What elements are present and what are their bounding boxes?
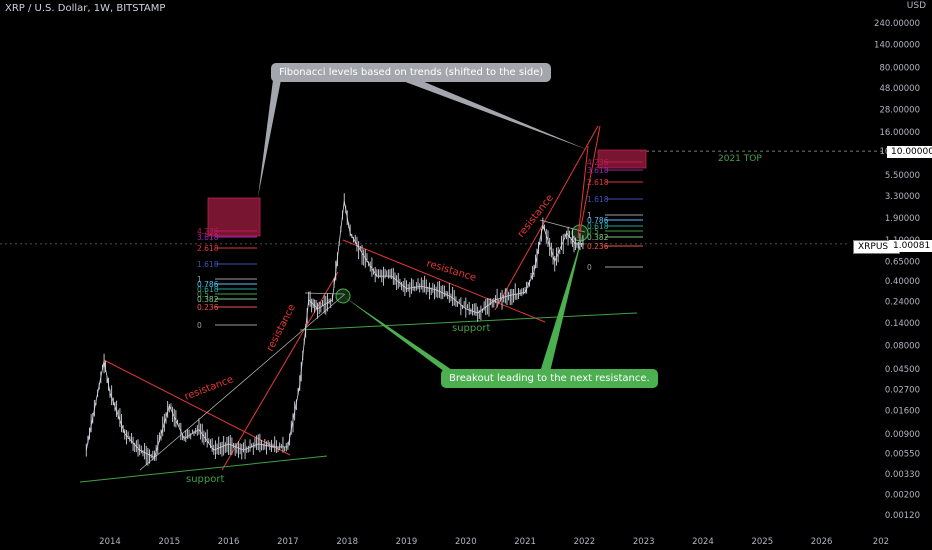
x-tick-label: 2020 xyxy=(455,537,477,547)
y-axis: 240.00000 140.00000 80.00000 48.00000 28.000… xyxy=(874,19,920,521)
x-tick-label: 2019 xyxy=(396,537,418,547)
y-tick-label: 0.00550 xyxy=(885,450,920,460)
symbol-header: XRP / U.S. Dollar, 1W, BITSTAMP xyxy=(5,3,166,14)
y-tick-label: 0.00120 xyxy=(885,511,920,521)
x-tick-label: 2025 xyxy=(751,537,773,547)
support-label-2: support xyxy=(452,323,490,334)
fib-level-label: 0.236 xyxy=(197,303,219,312)
fib-level-label: 1.618 xyxy=(587,195,609,204)
top-label: 2021 TOP xyxy=(718,154,762,164)
grid xyxy=(0,150,885,245)
fib-target-box xyxy=(207,197,261,237)
resistance-line-1 xyxy=(103,359,291,456)
price-line xyxy=(85,200,585,459)
resistance-label-3: resistance xyxy=(425,258,477,284)
x-tick-label: 2016 xyxy=(218,537,240,547)
y-tick-label: 0.14000 xyxy=(885,319,920,329)
candles xyxy=(85,193,585,466)
channel-line-2 xyxy=(539,219,586,233)
y-tick-label: 0.65000 xyxy=(885,257,920,267)
breakout-callout: Breakout leading to the next resistance. xyxy=(441,369,658,388)
support-line-1 xyxy=(79,455,328,483)
fib-level-label: 0.236 xyxy=(587,242,609,251)
projection-line-2 xyxy=(579,125,601,233)
x-tick-label: 2018 xyxy=(336,537,358,547)
fib-level-label: 0.786 xyxy=(197,280,219,289)
fib-level-label: 0.382 xyxy=(587,233,609,242)
current-price-tag: 1.00081 xyxy=(889,240,932,252)
channel-line-1 xyxy=(139,293,346,471)
breakout-pointer-1 xyxy=(343,296,455,372)
fib-level-label: 0.5 xyxy=(197,290,209,299)
x-tick-label: 2024 xyxy=(692,537,714,547)
top-price-tag: 10.00000 xyxy=(887,146,932,158)
y-tick-label: 0.01600 xyxy=(885,407,920,417)
y-tick-label: 240.00000 xyxy=(874,19,920,29)
fib-level-label: 4.236 xyxy=(587,158,609,167)
x-tick-label: 2022 xyxy=(574,537,596,547)
breakout-pointer-2 xyxy=(540,234,583,372)
resistance-label-2: resistance xyxy=(265,303,298,354)
y-tick-label: 16.00000 xyxy=(879,128,920,138)
y-tick-label: 0.08000 xyxy=(885,342,920,352)
y-tick-label: 0.00900 xyxy=(885,430,920,440)
fib-set-right: 4.2363.6182.6181.61810.7860.6180.50.3820… xyxy=(587,149,647,272)
y-tick-label: 0.00330 xyxy=(885,470,920,480)
y-tick-label: 0.24000 xyxy=(885,297,920,307)
fib-level-label: 3.618 xyxy=(197,233,219,242)
current-symbol-tag: XRPUSD xyxy=(853,240,901,254)
fib-callout: Fibonacci levels based on trends (shifte… xyxy=(271,63,552,82)
fib-level-label: 0.382 xyxy=(197,295,219,304)
y-tick-label: 0.02700 xyxy=(885,386,920,396)
fib-level-label: 2.618 xyxy=(197,244,219,253)
trendlines xyxy=(79,76,638,483)
x-tick-label: 2026 xyxy=(811,537,833,547)
fib-level-label: 0.618 xyxy=(197,285,219,294)
x-tick-label: 2014 xyxy=(99,537,121,547)
resistance-line-3 xyxy=(342,239,546,323)
resistance-label-4: resistance xyxy=(516,193,556,240)
fib-level-label: 0 xyxy=(197,321,202,330)
fib-level-label: 1.618 xyxy=(197,260,219,269)
x-tick-label: 2017 xyxy=(277,537,299,547)
y-tick-label: 3.30000 xyxy=(885,192,920,202)
fib-level-label: 1 xyxy=(197,275,202,284)
fib-level-label: 1 xyxy=(587,211,592,220)
y-tick-label: 28.00000 xyxy=(879,106,920,116)
y-tick-label: 48.00000 xyxy=(879,84,920,94)
fib-level-label: 0.618 xyxy=(587,222,609,231)
fib-level-label: 3.618 xyxy=(587,166,609,175)
y-tick-label: 0.04500 xyxy=(885,365,920,375)
channel-line-3 xyxy=(304,292,345,295)
fib-level-label: 2.618 xyxy=(587,178,609,187)
fib-target-box xyxy=(597,149,647,169)
x-tick-label: 202 xyxy=(873,537,889,547)
y-tick-label: 0.00200 xyxy=(885,490,920,500)
x-tick-label: 2015 xyxy=(158,537,180,547)
y-tick-label: 5.50000 xyxy=(885,171,920,181)
fib-level-label: 0 xyxy=(587,263,592,272)
y-tick-label: 0.40000 xyxy=(885,277,920,287)
y-tick-label: 80.00000 xyxy=(879,63,920,73)
support-label-1: support xyxy=(186,474,224,485)
support-line-2 xyxy=(299,312,638,331)
y-tick-label: 1.90000 xyxy=(885,214,920,224)
resistance-label-1: resistance xyxy=(183,374,235,403)
fib-set-left: 4.2363.6182.6181.61810.7860.6180.50.3820… xyxy=(197,197,261,330)
resistance-line-2 xyxy=(221,271,339,471)
fib-level-label: 4.236 xyxy=(197,227,219,236)
x-tick-label: 2023 xyxy=(633,537,655,547)
fib-callout-pointer xyxy=(258,80,281,197)
fib-callout-pointer-2 xyxy=(400,76,588,150)
y-tick-label: 140.00000 xyxy=(874,41,920,51)
projection-line-1 xyxy=(577,145,589,239)
fib-level-label: 0.786 xyxy=(587,216,609,225)
resistance-line-4 xyxy=(494,125,599,311)
x-tick-label: 2021 xyxy=(514,537,536,547)
currency-label: USD xyxy=(906,1,926,11)
fib-level-label: 0.5 xyxy=(587,227,599,236)
x-axis: 2014 2015 2016 2017 2018 2019 2020 2021 2022 2023… xyxy=(99,537,889,547)
